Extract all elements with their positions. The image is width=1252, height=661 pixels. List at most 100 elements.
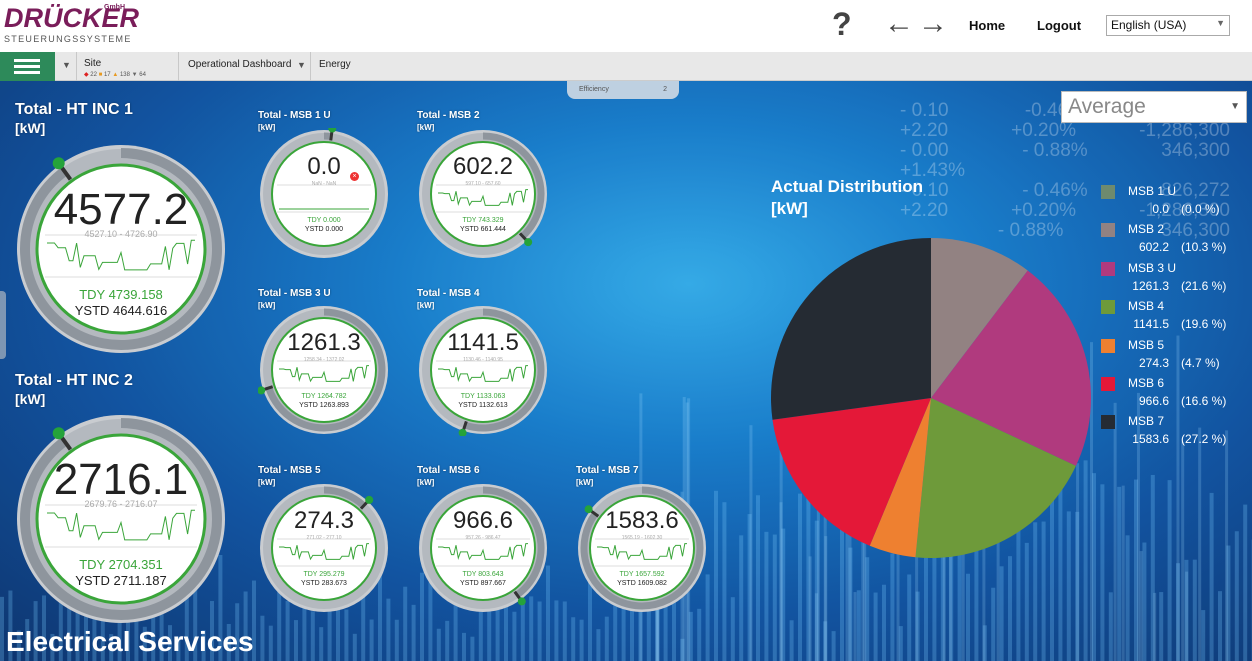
gauge-range: 4527.10 - 4726.90: [84, 229, 158, 239]
language-value: English (USA): [1111, 18, 1187, 32]
gauge-msb6[interactable]: 966.6 957.26 - 986.47 TDY 803.643 YSTD 897.…: [417, 482, 549, 614]
logo-brand: DRÜCKER: [4, 3, 139, 33]
gauge-msb3[interactable]: 1261.3 1258.34 - 1372.02 TDY 1264.782 YSTD …: [258, 304, 390, 436]
gauge-marker-icon: [517, 597, 526, 606]
forward-arrow-icon[interactable]: →: [918, 7, 948, 40]
gauge-yesterday: YSTD 1609.082: [617, 580, 667, 587]
gauge-level-arc: [482, 486, 545, 598]
gauge-today: TDY 295.279: [303, 571, 345, 578]
dashboard-dropdown-icon[interactable]: ▼: [297, 60, 306, 70]
legend-item[interactable]: MSB 4 1141.5 (19.6 %): [1101, 297, 1251, 335]
logo-gmbh: GmbH: [104, 4, 125, 11]
page-footer-title: Electrical Services: [6, 626, 254, 657]
error-icon: ×: [350, 172, 359, 181]
breadcrumb-site[interactable]: Site: [84, 58, 102, 69]
pie-slice-msb-6[interactable]: [772, 398, 931, 546]
pie-legend: MSB 1 U 0.0 (0.0 %) MSB 2 602.2 (10.3 %) MSB 3…: [1101, 182, 1251, 451]
dashboard-canvas: - 0.10-0.46%826,272+2.20+0.20%-1,286,300…: [0, 81, 1252, 661]
legend-percent: (16.6 %): [1181, 393, 1227, 408]
legend-value: 0.0: [1152, 202, 1169, 216]
pie-slice-msb-3-u[interactable]: [931, 270, 1091, 466]
gauge-today: TDY 1657.592: [619, 571, 665, 578]
gauge-level-arc: [20, 148, 222, 350]
gauge-msb2[interactable]: 602.2 597.10 - 657.60 TDY 743.329 YSTD 661.…: [417, 128, 549, 260]
gauge-yesterday: YSTD 1263.893: [299, 402, 349, 409]
legend-item[interactable]: MSB 6 966.6 (16.6 %): [1101, 374, 1251, 412]
legend-swatch: [1101, 338, 1115, 353]
legend-item[interactable]: MSB 3 U 1261.3 (21.6 %): [1101, 259, 1251, 297]
legend-swatch: [1101, 261, 1115, 276]
gauge-title-msb4: Total - MSB 4 [kW]: [417, 288, 480, 310]
language-select[interactable]: English (USA) ▼: [1106, 15, 1230, 36]
gauge-range: 1258.34 - 1372.02: [303, 357, 345, 363]
back-arrow-icon[interactable]: ←: [884, 7, 914, 40]
pie-slice-msb-7[interactable]: [771, 238, 931, 420]
hamburger-menu-button[interactable]: [0, 52, 55, 81]
legend-value: 602.2: [1138, 240, 1169, 255]
legend-value: 274.3: [1138, 355, 1169, 370]
legend-item[interactable]: MSB 2 602.2 (10.3 %): [1101, 220, 1251, 258]
gauge-msb4[interactable]: 1141.5 1130.46 - 1140.95 TDY 1133.063 YSTD …: [417, 304, 549, 436]
gauge-value: 1261.3: [287, 329, 361, 356]
gauge-value: 274.3: [293, 507, 355, 534]
logo-subtitle: STEUERUNGSSYSTEME: [4, 34, 132, 44]
gauge-title-inc1: Total - HT INC 1 [kW]: [15, 101, 133, 136]
home-link[interactable]: Home: [969, 18, 1006, 33]
gauge-sparkline: [438, 543, 528, 561]
gauge-graphic: [419, 130, 547, 258]
gauge-inc1[interactable]: 4577.2 4527.10 - 4726.90 TDY 4739.158 YSTD …: [15, 143, 227, 355]
breadcrumb-energy[interactable]: Energy: [319, 59, 351, 70]
gauge-today: TDY 2704.351: [79, 557, 163, 572]
gauge-value: 966.6: [452, 507, 514, 534]
gauge-msb7[interactable]: 1583.6 1565.19 - 1602.30 TDY 1657.592 YSTD …: [576, 482, 708, 614]
legend-swatch: [1101, 300, 1115, 315]
gauge-sparkline: [279, 365, 369, 383]
gauge-title-msb2: Total - MSB 2 [kW]: [417, 110, 480, 132]
gauge-graphic: [258, 306, 388, 434]
gauge-sparkline: [597, 543, 687, 561]
gauge-marker-icon: [258, 386, 266, 395]
gauge-title-inc2: Total - HT INC 2 [kW]: [15, 372, 133, 407]
gauge-range: NaN - NaN: [311, 181, 337, 187]
legend-item[interactable]: MSB 5 274.3 (4.7 %): [1101, 336, 1251, 374]
gauge-graphic: [419, 484, 547, 612]
legend-swatch: [1101, 185, 1115, 199]
gauge-value: 0.0: [307, 153, 341, 180]
legend-item[interactable]: MSB 1 U 0.0 (0.0 %): [1101, 182, 1251, 220]
pie-slice-msb-5[interactable]: [869, 398, 931, 558]
legend-label: MSB 5: [1128, 337, 1165, 352]
distribution-title: Actual Distribution [kW]: [771, 177, 924, 218]
pie-slice-msb-4[interactable]: [915, 398, 1076, 558]
gauge-graphic: [17, 415, 225, 623]
gauge-title-msb3: Total - MSB 3 U [kW]: [258, 288, 331, 310]
gauge-value: 4577.2: [53, 185, 189, 234]
pie-slice-msb-2[interactable]: [931, 238, 1028, 398]
gauge-msb5[interactable]: 274.3 271.02 - 277.10 TDY 295.279 YSTD 283.…: [258, 482, 390, 614]
gauge-msb1[interactable]: 0.0 NaN - NaN TDY 0.000 YSTD 0.000 ×: [258, 128, 390, 260]
gauge-today: TDY 743.329: [462, 217, 504, 224]
legend-label: MSB 2: [1128, 222, 1165, 237]
legend-item[interactable]: MSB 7 1583.6 (27.2 %): [1101, 412, 1251, 450]
gauge-sparkline: [438, 365, 528, 383]
gauge-marker-icon: [52, 157, 65, 170]
site-dropdown-icon[interactable]: ▼: [62, 60, 71, 70]
logout-link[interactable]: Logout: [1037, 18, 1082, 33]
side-panel-handle[interactable]: [0, 291, 6, 359]
distribution-pie-chart: [771, 238, 1091, 558]
gauge-inc2[interactable]: 2716.1 2679.76 - 2716.07 TDY 2704.351 YSTD …: [15, 413, 227, 625]
legend-percent: (21.6 %): [1181, 278, 1227, 293]
aggregation-select[interactable]: Average ▼: [1061, 91, 1247, 123]
legend-label: MSB 4: [1128, 299, 1165, 314]
help-icon[interactable]: ?: [832, 6, 852, 42]
gauge-marker-icon: [328, 128, 337, 133]
gauge-marker-icon: [584, 505, 593, 514]
gauge-yesterday: YSTD 4644.616: [74, 303, 168, 318]
gauge-yesterday: YSTD 661.444: [460, 226, 506, 233]
gauge-range: 1130.46 - 1140.95: [463, 357, 503, 363]
gauge-today: TDY 4739.158: [79, 287, 163, 302]
gauge-yesterday: YSTD 897.667: [460, 580, 506, 587]
efficiency-tab[interactable]: Efficiency 2: [567, 81, 679, 99]
breadcrumb-dashboard[interactable]: Operational Dashboard: [188, 59, 292, 70]
gauge-level-arc: [482, 132, 545, 239]
aggregation-value: Average: [1068, 95, 1146, 118]
